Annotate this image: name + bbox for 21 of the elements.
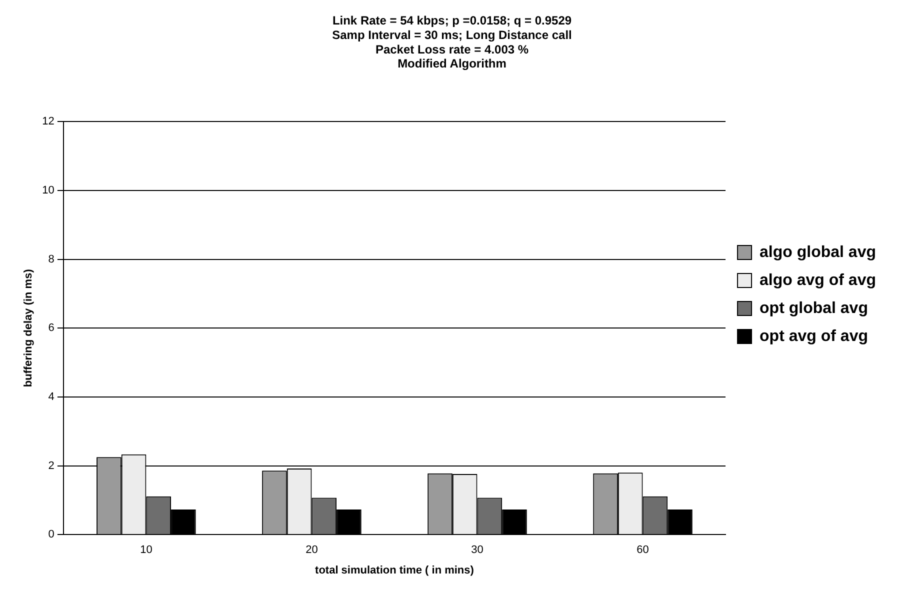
text: Packet Loss rate = 4.003 % xyxy=(375,42,529,56)
y-axis-title: buffering delay (in ms) xyxy=(22,268,35,388)
y-tick-label: 10 xyxy=(42,184,54,196)
text: Link Rate = 54 kbps; p =0.0158; q = 0.9529 xyxy=(332,14,572,28)
y-tick-label: 2 xyxy=(48,460,54,472)
y-tick-label: 6 xyxy=(48,322,54,334)
text: Modified Algorithm xyxy=(398,56,506,71)
text: Samp Interval = 30 ms; Long Distance call xyxy=(332,28,572,42)
y-tick-label: 8 xyxy=(48,253,54,266)
x-tick-label: 20 xyxy=(306,544,318,556)
x-tick-label: 10 xyxy=(140,544,152,556)
y-tick-label: 4 xyxy=(48,390,54,403)
y-tick-label: 0 xyxy=(48,528,54,541)
x-axis-title: total simulation time ( in mins) xyxy=(315,564,474,576)
x-tick-label: 60 xyxy=(636,544,649,556)
legend-label: algo global avg xyxy=(760,244,876,261)
x-tick-label: 30 xyxy=(471,544,484,556)
legend-label: opt avg of avg xyxy=(760,328,868,345)
y-tick-label: 12 xyxy=(42,116,54,128)
legend-label: opt global avg xyxy=(760,300,868,317)
legend-label: algo avg of avg xyxy=(760,272,876,289)
